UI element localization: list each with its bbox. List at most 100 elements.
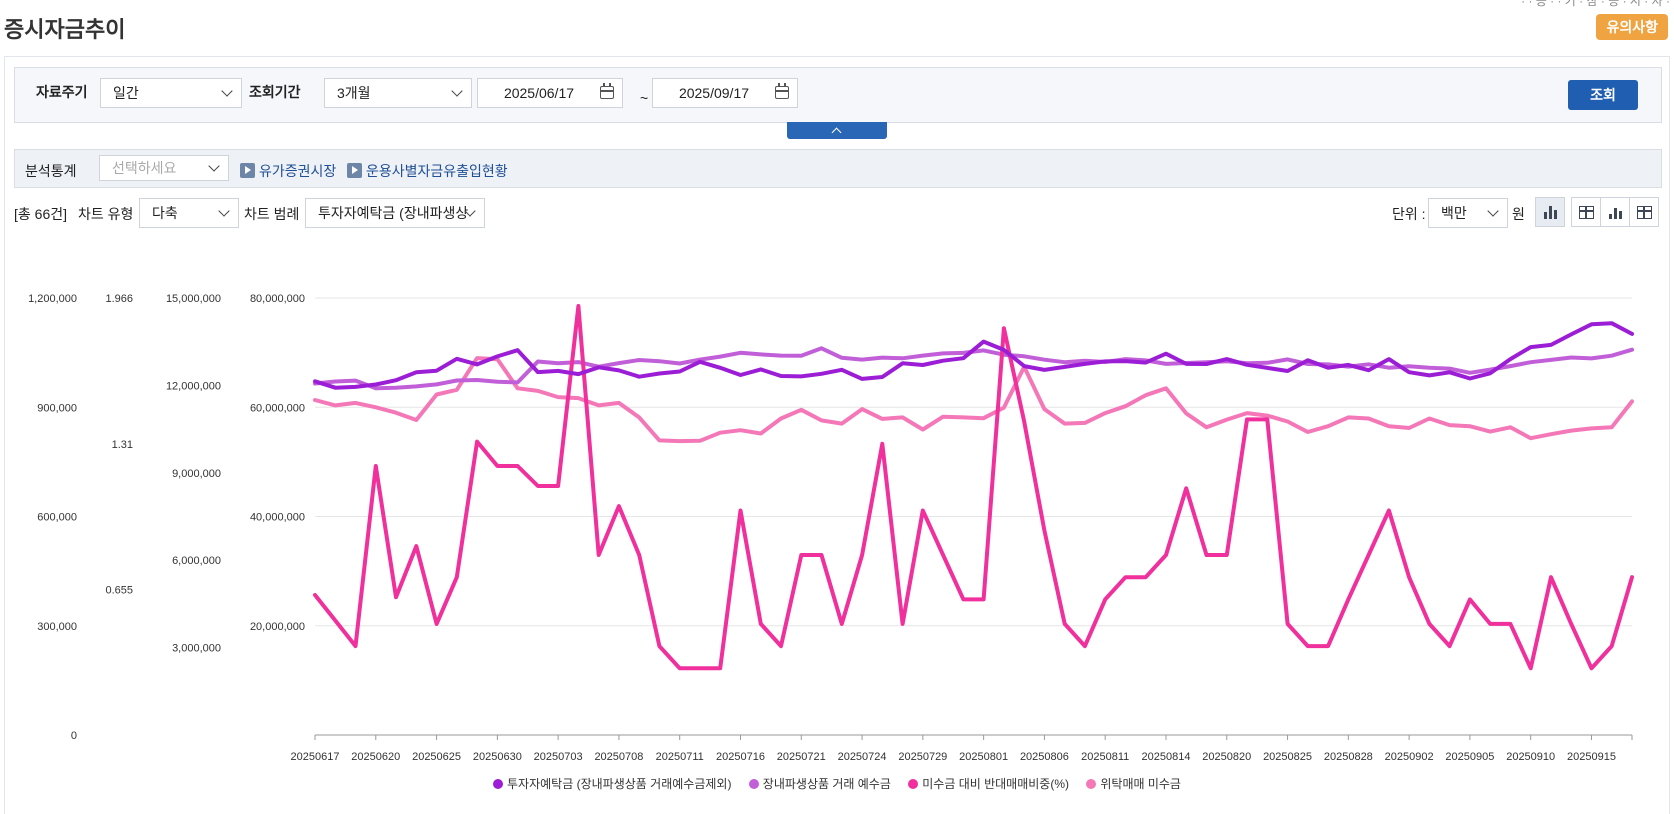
unit-label: 단위 :: [1392, 206, 1426, 222]
chart-view-button[interactable]: [1535, 197, 1565, 227]
x-tick-label: 20250814: [1142, 751, 1191, 763]
play-icon: [347, 163, 362, 178]
chart-type-value: 다축: [152, 205, 178, 221]
chevron-down-icon: [208, 160, 220, 172]
y-tick-label: 20,000,000: [250, 621, 305, 633]
play-icon: [240, 163, 255, 178]
link-label: 유가증권시장: [259, 163, 337, 179]
y-tick-label: 1,200,000: [28, 293, 77, 305]
x-tick-label: 20250724: [838, 751, 887, 763]
series-line-4[interactable]: [313, 356, 1634, 444]
x-tick-label: 20250721: [777, 751, 826, 763]
y-tick-label: 0: [71, 730, 77, 742]
x-tick-label: 20250902: [1385, 751, 1434, 763]
chevron-down-icon: [1487, 205, 1499, 217]
series-line-1[interactable]: [313, 321, 1634, 390]
search-button[interactable]: 조회: [1568, 80, 1638, 110]
table-chart-view-button[interactable]: [1571, 197, 1601, 227]
bar-chart-icon: [1544, 206, 1558, 219]
range-select[interactable]: 3개월: [324, 78, 472, 108]
chart-type-label: 차트 유형: [78, 206, 134, 222]
analysis-label: 분석통계: [25, 163, 77, 179]
x-tick-label: 20250905: [1445, 751, 1494, 763]
chevron-down-icon: [221, 85, 233, 97]
header: 증시자금추이 · · 증 · · 기 · 참 · 증 · 시 · 자 · 유의사…: [0, 0, 1674, 56]
x-tick-label: 20250617: [291, 751, 340, 763]
x-tick-label: 20250828: [1324, 751, 1373, 763]
y-tick-label: 900,000: [37, 402, 77, 414]
y-tick-label: 300,000: [37, 621, 77, 633]
unit-value: 백만: [1441, 205, 1467, 221]
x-tick-label: 20250806: [1020, 751, 1069, 763]
legend-label: 위탁매매 미수금: [1100, 777, 1181, 791]
chevron-down-icon: [218, 205, 230, 217]
legend-swatch: [493, 779, 504, 789]
x-tick-label: 20250711: [656, 751, 704, 763]
analysis-bar: [14, 149, 1662, 188]
series-line-2[interactable]: [313, 346, 1634, 391]
table-icon: [1579, 206, 1594, 219]
range-label: 조회기간: [249, 84, 301, 100]
x-tick-label: 20250915: [1567, 751, 1616, 763]
chart-legend-select[interactable]: 투자자예탁금 (장내파생상: [305, 198, 485, 228]
search-panel: [14, 67, 1662, 123]
breadcrumb: · · 증 · · 기 · 참 · 증 · 시 · 자 ·: [1521, 0, 1670, 8]
x-tick-label: 20250820: [1202, 751, 1251, 763]
x-tick-label: 20250811: [1081, 751, 1129, 763]
legend-item[interactable]: 위탁매매 미수금: [1086, 775, 1181, 792]
date-from-field[interactable]: 2025/06/17: [477, 78, 623, 108]
x-tick-label: 20250703: [534, 751, 583, 763]
x-tick-label: 20250729: [898, 751, 947, 763]
notice-button[interactable]: 유의사항: [1596, 14, 1668, 40]
y-tick-label: 9,000,000: [172, 468, 221, 480]
analysis-select[interactable]: 선택하세요: [99, 155, 229, 181]
date-to-value: 2025/09/17: [678, 85, 750, 101]
link-label: 운용사별자금유출입현황: [366, 163, 508, 179]
period-label: 자료주기: [36, 84, 88, 100]
total-count: [총 66건]: [14, 206, 68, 222]
multi-axis-line-chart: 0 300,000 600,000 900,000 1,200,000 0.655 1.31…: [28, 293, 1634, 763]
date-from-value: 2025/06/17: [503, 85, 575, 101]
legend-item[interactable]: 미수금 대비 반대매매비중(%): [908, 775, 1069, 792]
y-tick-label: 12,000,000: [166, 380, 221, 392]
table-view-button[interactable]: [1629, 197, 1659, 227]
x-tick-label: 20250708: [594, 751, 643, 763]
y-tick-label: 15,000,000: [166, 293, 221, 305]
range-select-value: 3개월: [337, 85, 371, 101]
y-tick-label: 6,000,000: [172, 555, 221, 567]
y-tick-label: 3,000,000: [172, 643, 221, 655]
legend-item[interactable]: 장내파생상품 거래 예수금: [748, 775, 891, 792]
y-tick-label: 0.655: [105, 584, 133, 596]
chart-legend-value: 투자자예탁금 (장내파생상: [318, 205, 469, 221]
calendar-icon[interactable]: [775, 83, 789, 99]
legend-label: 투자자예탁금 (장내파생상품 거래예수금제외): [507, 777, 732, 791]
chart-legend-label: 차트 범례: [244, 206, 300, 222]
legend-item[interactable]: 투자자예탁금 (장내파생상품 거래예수금제외): [493, 775, 731, 792]
x-tick-label: 20250620: [351, 751, 400, 763]
collapse-toggle[interactable]: [787, 122, 887, 139]
content-panel: [4, 56, 1670, 814]
chart-only-view-button[interactable]: [1600, 197, 1630, 227]
chart-type-select[interactable]: 다축: [139, 198, 239, 228]
link-fund-flow[interactable]: 운용사별자금유출입현황: [347, 161, 508, 181]
date-to-field[interactable]: 2025/09/17: [652, 78, 798, 108]
chevron-down-icon: [451, 85, 463, 97]
y-tick-label: 600,000: [37, 512, 77, 524]
bar-chart-icon: [1609, 206, 1623, 219]
date-range-separator: ~: [640, 90, 649, 106]
y-tick-label: 60,000,000: [250, 402, 305, 414]
y-tick-label: 1.31: [112, 439, 133, 451]
x-tick-label: 20250825: [1263, 751, 1312, 763]
legend-label: 장내파생상품 거래 예수금: [762, 777, 891, 791]
unit-select[interactable]: 백만: [1428, 198, 1508, 228]
legend-label: 미수금 대비 반대매매비중(%): [922, 777, 1070, 791]
calendar-icon[interactable]: [600, 83, 614, 99]
period-select[interactable]: 일간: [100, 78, 242, 108]
grid-icon: [1637, 206, 1652, 219]
y-tick-label: 1.966: [105, 293, 133, 305]
link-securities-market[interactable]: 유가증권시장: [240, 161, 336, 181]
x-tick-label: 20250910: [1506, 751, 1555, 763]
series-line-3[interactable]: [313, 304, 1634, 671]
analysis-select-placeholder: 선택하세요: [112, 160, 177, 176]
x-tick-label: 20250801: [959, 751, 1008, 763]
